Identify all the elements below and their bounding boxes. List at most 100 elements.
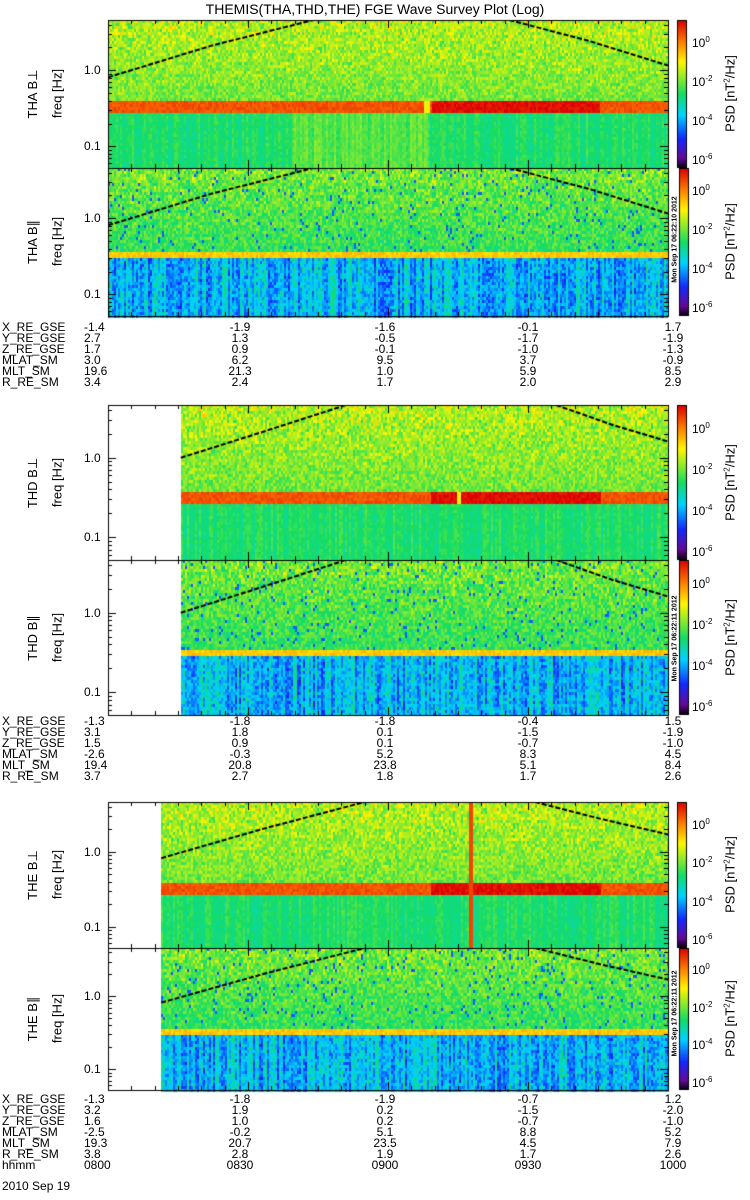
colorbar-tick-label: 10-2 [692, 463, 712, 477]
colorbar-tick-label: 10-4 [692, 503, 713, 518]
colorbar-label-part: 2 [722, 859, 732, 864]
tick-base: 10 [692, 818, 706, 833]
panel-label: THA B∥ [25, 219, 40, 265]
timestamp-label: Mon Sep 17 06:22:11 2012 [671, 970, 679, 1057]
freq-tick-label: 1.0 [84, 450, 101, 465]
freq-tick-label: 0.1 [84, 139, 101, 154]
colorbar-label-part: /Hz] [722, 598, 738, 622]
freq-tick-label: 0.1 [84, 685, 101, 700]
ephemeris-value: 0.1 [376, 725, 394, 739]
colorbar-tick-label: 10-2 [692, 856, 712, 871]
tick-base: 10 [692, 422, 706, 437]
tick-exponent: 0 [705, 576, 710, 586]
ephemeris-value: -0.3 [229, 747, 251, 761]
ephemeris-value: 1.0 [231, 1114, 249, 1128]
ephemeris-value: 5.2 [664, 1125, 682, 1139]
ephemeris-row-label: Y_RE_GSE [2, 725, 66, 739]
ephemeris-row-label: X_RE_GSE [2, 1092, 66, 1106]
ephemeris-value: 2.8 [231, 1147, 249, 1161]
ephemeris-value: -1.9 [374, 1092, 396, 1106]
tick-base: 10 [692, 659, 706, 674]
ephemeris-row-label: Z_RE_GSE [2, 1114, 65, 1128]
colorbar-label-part: 2 [722, 1003, 732, 1008]
ephemeris-value: -1.4 [84, 320, 105, 334]
tick-base: 10 [692, 577, 706, 592]
tick-exponent: -4 [705, 503, 713, 513]
colorbar-tick-label: 10-4 [692, 113, 713, 128]
ephemeris-row-label: MLT_SM [2, 758, 50, 772]
ephemeris-value: 2.7 [84, 331, 101, 345]
ephemeris-value: -1.0 [662, 1114, 684, 1128]
ephemeris-value: 1.6 [84, 1114, 101, 1128]
ephemeris-value: 9.5 [376, 353, 394, 367]
ephemeris-row-label: Z_RE_GSE [2, 342, 65, 356]
ephemeris-value: 1000 [659, 1158, 687, 1172]
tick-exponent: -6 [705, 698, 713, 708]
tick-exponent: -2 [705, 999, 713, 1009]
ephemeris-value: 19.3 [84, 1136, 108, 1150]
ephemeris-value: 4.5 [664, 747, 682, 761]
ephemeris-value: 1.5 [664, 714, 682, 728]
tick-exponent: -4 [705, 113, 713, 123]
ephemeris-value: 1.7 [84, 342, 101, 356]
ephemeris-value: 2.7 [231, 769, 249, 783]
colorbar-tick-label: 10-6 [692, 933, 712, 947]
ephemeris-value: 2.6 [664, 769, 682, 783]
tick-base: 10 [692, 618, 706, 633]
colorbar-label-part: /Hz] [722, 836, 738, 860]
ephemeris-value: 0.2 [376, 1114, 394, 1128]
colorbar-tick-label: 100 [692, 576, 710, 592]
tick-exponent: 0 [705, 962, 710, 972]
ephemeris-value: 3.8 [84, 1147, 101, 1161]
ephemeris-value: 0930 [514, 1158, 542, 1172]
ephemeris-value: 0830 [226, 1158, 254, 1172]
freq-tick-label: 0.1 [84, 287, 101, 302]
tick-base: 10 [692, 1000, 706, 1015]
colorbar-tick-label: 10-6 [692, 300, 713, 315]
ephemeris-value: 3.1 [84, 725, 101, 739]
ephemeris-value: 3.2 [84, 1103, 101, 1117]
ephemeris-value: -0.9 [662, 353, 684, 367]
ephemeris-value: 1.7 [376, 375, 394, 389]
colorbar-label-part: 2 [722, 226, 732, 231]
freq-tick-label: 0.1 [84, 1062, 101, 1077]
ephemeris-value: -1.9 [229, 320, 251, 334]
ephemeris-value: 21.3 [228, 364, 252, 378]
tick-base: 10 [692, 856, 706, 871]
ephemeris-value: -1.3 [662, 342, 684, 356]
ephemeris-value: -1.3 [84, 714, 105, 728]
tick-base: 10 [692, 894, 706, 909]
ephemeris-value: -0.1 [374, 342, 396, 356]
colorbar-label-part: PSD [nT [722, 1007, 738, 1057]
tick-base: 10 [692, 184, 706, 199]
ephemeris-value: -0.5 [374, 331, 396, 345]
ephemeris-row-label: R_RE_SM [2, 375, 59, 389]
timestamp-label: Mon Sep 17 06:22:10 2012 [671, 196, 679, 283]
ephemeris-value: -1.5 [517, 725, 539, 739]
colorbar-tick-label: 10-4 [692, 893, 713, 909]
colorbar-label: PSD [nT2/Hz] [723, 959, 738, 1079]
tick-exponent: -6 [705, 300, 713, 310]
colorbar-tick-label: 10-6 [692, 153, 712, 167]
colorbar-label: PSD [nT2/Hz] [723, 182, 738, 302]
ephemeris-value: 4.5 [519, 1136, 537, 1150]
colorbar-label: PSD [nT2/Hz] [723, 34, 738, 154]
ephemeris-row-label: MLAT_SM [2, 747, 58, 761]
ephemeris-row-label: Y_RE_GSE [2, 331, 66, 345]
colorbar-tick-label: 10-2 [692, 618, 712, 633]
ephemeris-value: 0.9 [231, 736, 249, 750]
tick-exponent: -4 [705, 893, 713, 903]
tick-exponent: -4 [705, 1037, 713, 1047]
ephemeris-value: -1.3 [84, 1092, 105, 1106]
ephemeris-value: -0.2 [229, 1125, 251, 1139]
ephemeris-value: 1.9 [231, 1103, 249, 1117]
freq-axis-label: freq [Hz] [49, 849, 65, 900]
colorbar-tick-label: 10-4 [692, 262, 712, 276]
tick-base: 10 [692, 544, 706, 559]
ephemeris-value: 1.2 [664, 1092, 682, 1106]
plot-title: THEMIS(THA,THD,THE) FGE Wave Survey Plot… [205, 1, 545, 17]
colorbar-label-part: PSD [nT [722, 230, 738, 280]
ephemeris-value: 23.5 [373, 1136, 397, 1150]
ephemeris-value: -0.7 [517, 736, 539, 750]
